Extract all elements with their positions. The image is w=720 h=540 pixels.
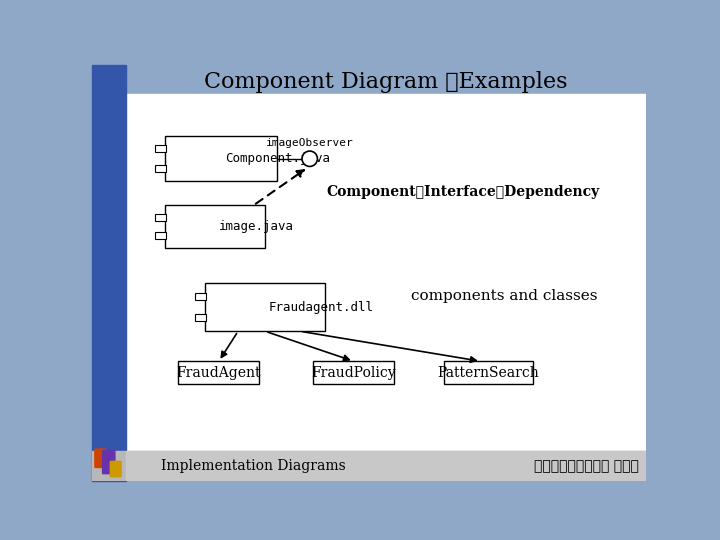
Text: 東吴大學資訊科學系 江清水: 東吴大學資訊科學系 江清水	[534, 459, 639, 473]
Bar	[195, 293, 206, 300]
Text: components and classes: components and classes	[411, 289, 598, 303]
Text: Implementation Diagrams: Implementation Diagrams	[161, 459, 346, 473]
Bar	[156, 145, 166, 152]
Text: Component Diagram ：Examples: Component Diagram ：Examples	[204, 71, 567, 93]
Bar	[126, 94, 647, 451]
Text: imageObserver: imageObserver	[266, 138, 354, 148]
Bar	[205, 284, 325, 331]
FancyBboxPatch shape	[110, 461, 121, 477]
Bar	[313, 361, 394, 384]
Bar	[92, 451, 647, 481]
Text: Fraudagent.dll: Fraudagent.dll	[269, 301, 374, 314]
Bar	[156, 165, 166, 172]
FancyBboxPatch shape	[102, 450, 115, 474]
Text: Component、Interface、Dependency: Component、Interface、Dependency	[327, 185, 600, 199]
Text: FraudAgent: FraudAgent	[176, 366, 261, 380]
Bar	[444, 361, 533, 384]
Text: FraudPolicy: FraudPolicy	[311, 366, 396, 380]
Circle shape	[302, 151, 318, 166]
Text: Component.java: Component.java	[225, 152, 330, 165]
Bar	[92, 65, 126, 481]
Bar	[155, 232, 166, 239]
Bar	[126, 451, 647, 481]
Bar	[166, 137, 277, 181]
Bar	[179, 361, 259, 384]
Text: PatternSearch: PatternSearch	[438, 366, 539, 380]
Bar	[195, 314, 206, 321]
Text: image.java: image.java	[219, 220, 294, 233]
FancyBboxPatch shape	[95, 449, 106, 468]
Bar	[165, 205, 265, 248]
Bar	[155, 214, 166, 221]
